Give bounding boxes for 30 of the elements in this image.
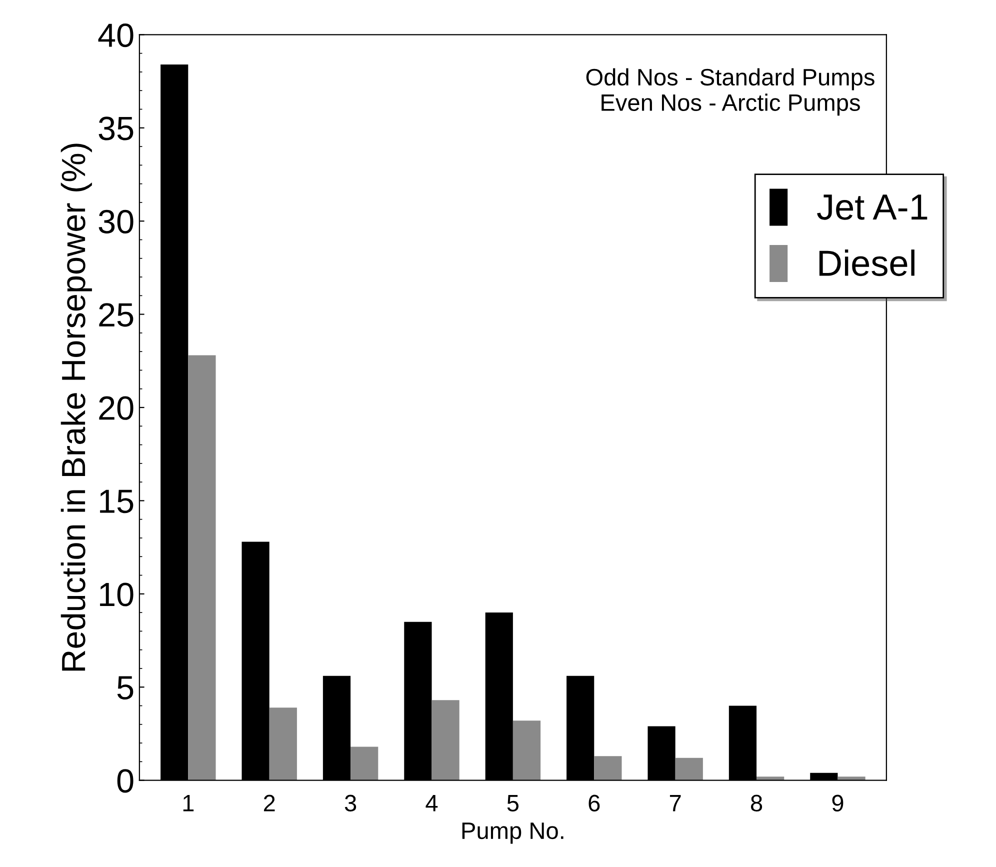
bar: [188, 355, 216, 780]
y-axis-title: Reduction in Brake Horsepower (%): [60, 144, 92, 671]
y-tick-label: 5: [117, 676, 134, 700]
x-tick-label: 2: [264, 794, 275, 812]
y-tick-label: 40: [98, 23, 134, 48]
x-tick-label: 3: [344, 794, 356, 812]
bar: [432, 700, 460, 780]
y-tick-label: 0: [117, 769, 134, 793]
y-tick-label: 35: [98, 116, 134, 140]
bar: [675, 758, 703, 780]
y-tick-label: 30: [98, 210, 134, 234]
x-tick-label: 5: [507, 795, 519, 812]
annotation: Odd Nos - Standard Pumps Even Nos - Arctic Pumps: [586, 68, 874, 116]
bar: [269, 708, 297, 780]
y-tick-label: 25: [99, 303, 134, 327]
x-tick-label: 4: [426, 795, 438, 812]
legend-label: Jet A-1: [817, 194, 928, 220]
bar: [512, 720, 541, 780]
x-axis-title: Pump No.: [462, 822, 564, 844]
y-tick-label: 15: [100, 490, 134, 514]
bar: [594, 756, 622, 780]
x-tick-label: 8: [750, 794, 762, 812]
bar: [350, 746, 378, 780]
x-tick-label: 7: [670, 795, 681, 812]
y-tick-label: 10: [100, 582, 134, 606]
y-tick-label: 20: [99, 396, 134, 420]
x-tick-label: 9: [832, 794, 844, 812]
x-tick-label: 6: [588, 794, 600, 812]
x-tick-label: 1: [183, 795, 194, 812]
legend-label: Diesel: [819, 250, 914, 276]
